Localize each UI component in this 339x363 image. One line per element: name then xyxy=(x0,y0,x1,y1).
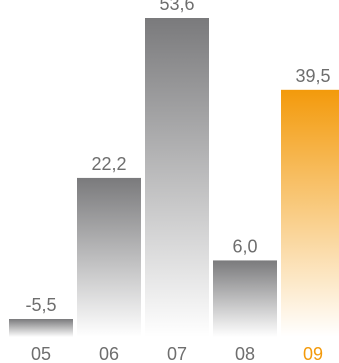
bars-group xyxy=(9,18,339,337)
x-tick-labels-group: 05 06 07 08 09 xyxy=(31,344,323,363)
value-label-06: 22,2 xyxy=(91,154,126,174)
x-tick-label-08: 08 xyxy=(235,344,255,363)
value-label-08: 6,0 xyxy=(232,236,257,256)
x-tick-label-05: 05 xyxy=(31,344,51,363)
value-label-09: 39,5 xyxy=(295,66,330,86)
x-tick-label-09: 09 xyxy=(303,344,323,363)
value-label-07: 53,6 xyxy=(159,0,194,14)
bar-08 xyxy=(213,260,277,337)
x-tick-label-07: 07 xyxy=(167,344,187,363)
bar-09 xyxy=(281,89,339,337)
bar-06 xyxy=(77,177,141,337)
bar-05 xyxy=(9,319,73,337)
x-tick-label-06: 06 xyxy=(99,344,119,363)
bar-07 xyxy=(145,18,209,337)
value-labels-group: -5,5 22,2 53,6 6,0 39,5 xyxy=(25,0,330,315)
value-label-05: -5,5 xyxy=(25,295,56,315)
